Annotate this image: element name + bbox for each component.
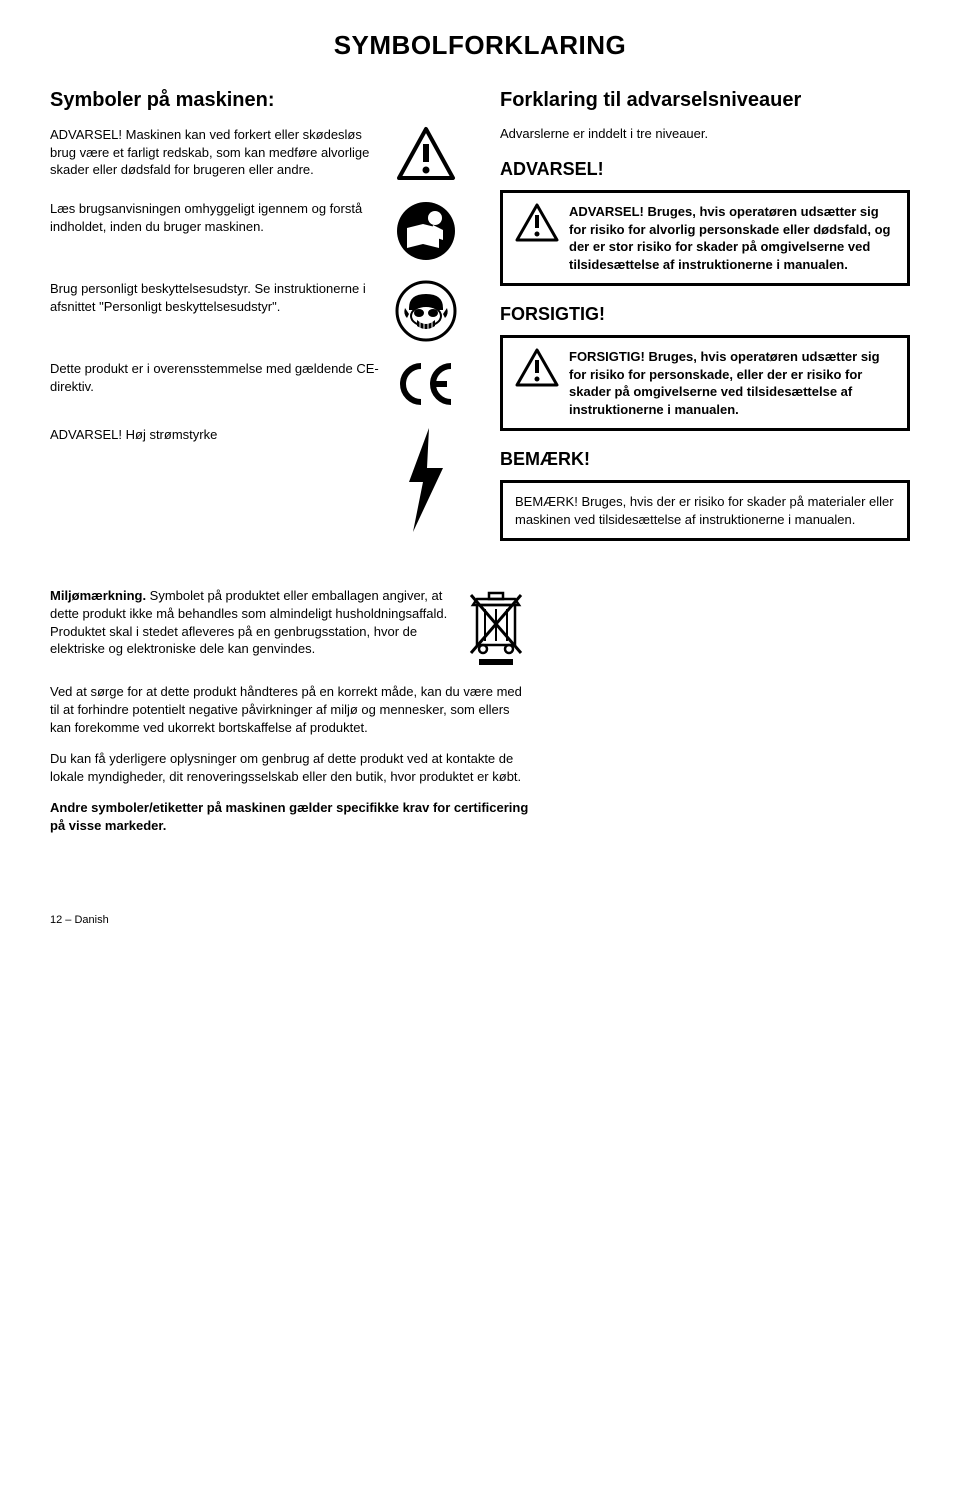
left-column: Symboler på maskinen: ADVARSEL! Maskinen…	[50, 89, 460, 557]
lower-p3: Du kan få yderligere oplysninger om genb…	[50, 750, 530, 785]
page-footer: 12 – Danish	[50, 914, 910, 926]
warning-triangle-icon	[515, 203, 559, 248]
lower-p2: Ved at sørge for at dette produkt håndte…	[50, 683, 530, 736]
symbol-text: ADVARSEL! Maskinen kan ved forkert eller…	[50, 126, 380, 179]
env-lead: Miljømærkning.	[50, 588, 146, 603]
warning-triangle-icon	[392, 126, 460, 182]
right-column: Forklaring til advarselsniveauer Advarsl…	[500, 89, 910, 557]
ppe-icon	[392, 280, 460, 342]
right-heading: Forklaring til advarselsniveauer	[500, 89, 910, 112]
symbol-text: Brug personligt beskyttelsesudstyr. Se i…	[50, 280, 380, 315]
advarsel-label: ADVARSEL!	[500, 159, 910, 180]
advarsel-box-text: ADVARSEL! Bruges, hvis operatøren udsætt…	[569, 203, 895, 273]
two-column-layout: Symboler på maskinen: ADVARSEL! Maskinen…	[50, 89, 910, 557]
left-heading: Symboler på maskinen:	[50, 89, 460, 112]
symbol-row: Dette produkt er i overensstemmelse med …	[50, 360, 460, 408]
bemaerk-box: BEMÆRK! Bruges, hvis der er risiko for s…	[500, 480, 910, 541]
symbol-row: ADVARSEL! Høj strømstyrke	[50, 426, 460, 536]
bemaerk-label: BEMÆRK!	[500, 449, 910, 470]
read-manual-icon	[392, 200, 460, 262]
symbol-text: Læs brugsanvisningen omhyggeligt igennem…	[50, 200, 380, 235]
symbol-row: Læs brugsanvisningen omhyggeligt igennem…	[50, 200, 460, 262]
symbol-row: ADVARSEL! Maskinen kan ved forkert eller…	[50, 126, 460, 182]
forsigtig-label: FORSIGTIG!	[500, 304, 910, 325]
env-paragraph: Miljømærkning. Symbolet på produktet ell…	[50, 587, 450, 657]
symbol-text: ADVARSEL! Høj strømstyrke	[50, 426, 380, 444]
symbol-text: Dette produkt er i overensstemmelse med …	[50, 360, 380, 395]
page-title: SYMBOLFORKLARING	[50, 30, 910, 61]
lower-section: Miljømærkning. Symbolet på produktet ell…	[50, 587, 910, 834]
weee-icon	[462, 587, 530, 665]
symbol-row: Miljømærkning. Symbolet på produktet ell…	[50, 587, 530, 665]
warning-triangle-icon	[515, 348, 559, 393]
forsigtig-box-text: FORSIGTIG! Bruges, hvis operatøren udsæt…	[569, 348, 895, 418]
lower-p4: Andre symboler/etiketter på maskinen gæl…	[50, 799, 530, 834]
symbol-row: Brug personligt beskyttelsesudstyr. Se i…	[50, 280, 460, 342]
high-voltage-icon	[392, 426, 460, 536]
forsigtig-box: FORSIGTIG! Bruges, hvis operatøren udsæt…	[500, 335, 910, 431]
bemaerk-box-text: BEMÆRK! Bruges, hvis der er risiko for s…	[515, 493, 895, 528]
intro-text: Advarslerne er inddelt i tre niveauer.	[500, 126, 910, 141]
ce-mark-icon	[392, 360, 460, 408]
advarsel-box: ADVARSEL! Bruges, hvis operatøren udsætt…	[500, 190, 910, 286]
